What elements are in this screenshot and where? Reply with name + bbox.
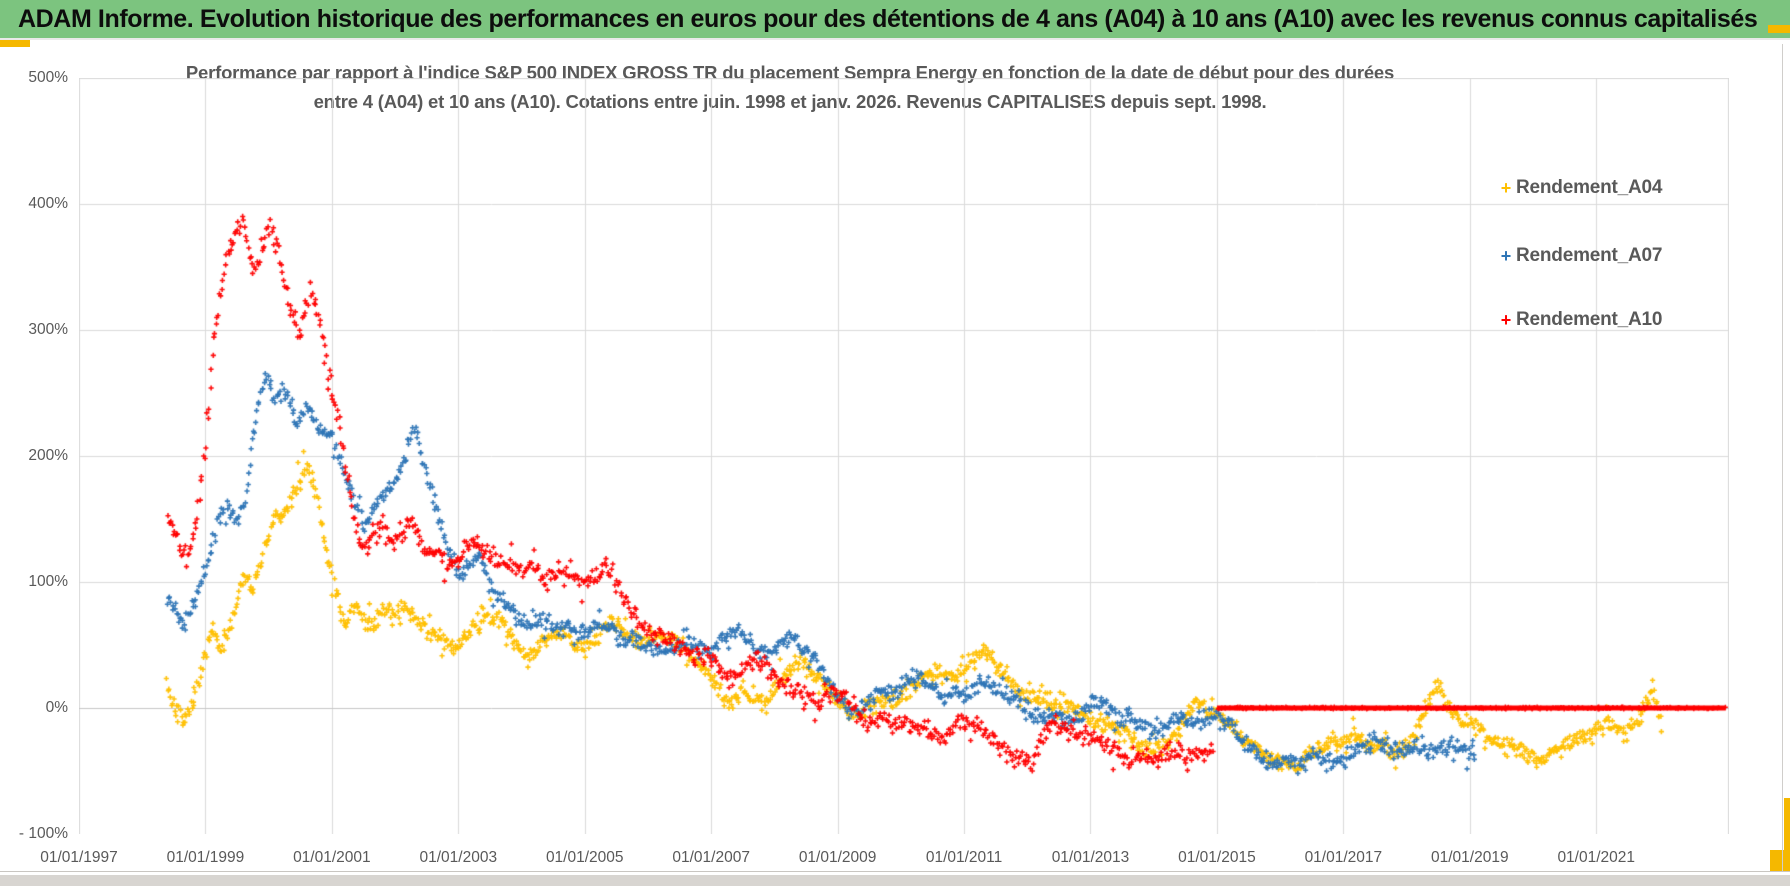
- y-axis-label: 200%: [28, 447, 68, 464]
- x-axis-label: 01/01/2019: [1431, 849, 1509, 866]
- y-axis-label: 100%: [28, 573, 68, 590]
- x-axis-label: 01/01/2001: [293, 849, 371, 866]
- y-axis-label: 0%: [45, 699, 68, 716]
- x-axis-label: 01/01/2005: [545, 849, 624, 866]
- legend-item-rendement_a07: + Rendement_A07: [1496, 244, 1663, 268]
- chart-frame-right-border: [1782, 44, 1783, 872]
- legend-label: Rendement_A10: [1516, 309, 1663, 330]
- y-axis-label: 300%: [28, 321, 68, 338]
- y-axis-label: 500%: [28, 69, 68, 86]
- legend-item-rendement_a04: + Rendement_A04: [1496, 176, 1663, 200]
- x-axis-label: 01/01/2007: [672, 849, 750, 866]
- x-axis-label: 01/01/1999: [166, 849, 245, 866]
- gold-accent-top-right: [1768, 25, 1790, 33]
- window-bottom-line: [0, 871, 1790, 872]
- gold-accent-top-left: [0, 40, 30, 47]
- gold-accent-bottom-right: [1770, 850, 1790, 873]
- x-axis-label: 01/01/2017: [1304, 849, 1383, 866]
- x-axis-label: 01/01/2013: [1051, 849, 1130, 866]
- header-banner: ADAM Informe. Evolution historique des p…: [0, 0, 1790, 40]
- x-axis-label: 01/01/2015: [1178, 849, 1256, 866]
- legend-item-rendement_a10: + Rendement_A10: [1496, 308, 1663, 332]
- y-axis-label: 400%: [28, 195, 68, 212]
- x-axis-label: 01/01/2011: [925, 849, 1003, 866]
- x-axis-label: 01/01/2009: [798, 849, 877, 866]
- chart-title-line1: Performance par rapport à l'indice S&P 5…: [185, 62, 1395, 83]
- legend-plus-marker-icon: +: [1500, 310, 1512, 330]
- y-axis-label: - 100%: [18, 825, 68, 842]
- x-axis-label: 01/01/2021: [1557, 849, 1636, 866]
- gold-accent-right-bar: [1784, 798, 1790, 853]
- legend-label: Rendement_A04: [1516, 177, 1663, 198]
- header-banner-title: ADAM Informe. Evolution historique des p…: [18, 4, 1758, 33]
- scatter-plot-canvas: [79, 78, 1729, 834]
- legend-plus-marker-icon: +: [1500, 178, 1512, 198]
- legend-plus-marker-icon: +: [1500, 246, 1512, 266]
- legend-label: Rendement_A07: [1516, 245, 1663, 266]
- x-axis-label: 01/01/2003: [419, 849, 498, 866]
- window-bottom-strip: [0, 872, 1790, 886]
- x-axis-label: 01/01/1997: [40, 849, 118, 866]
